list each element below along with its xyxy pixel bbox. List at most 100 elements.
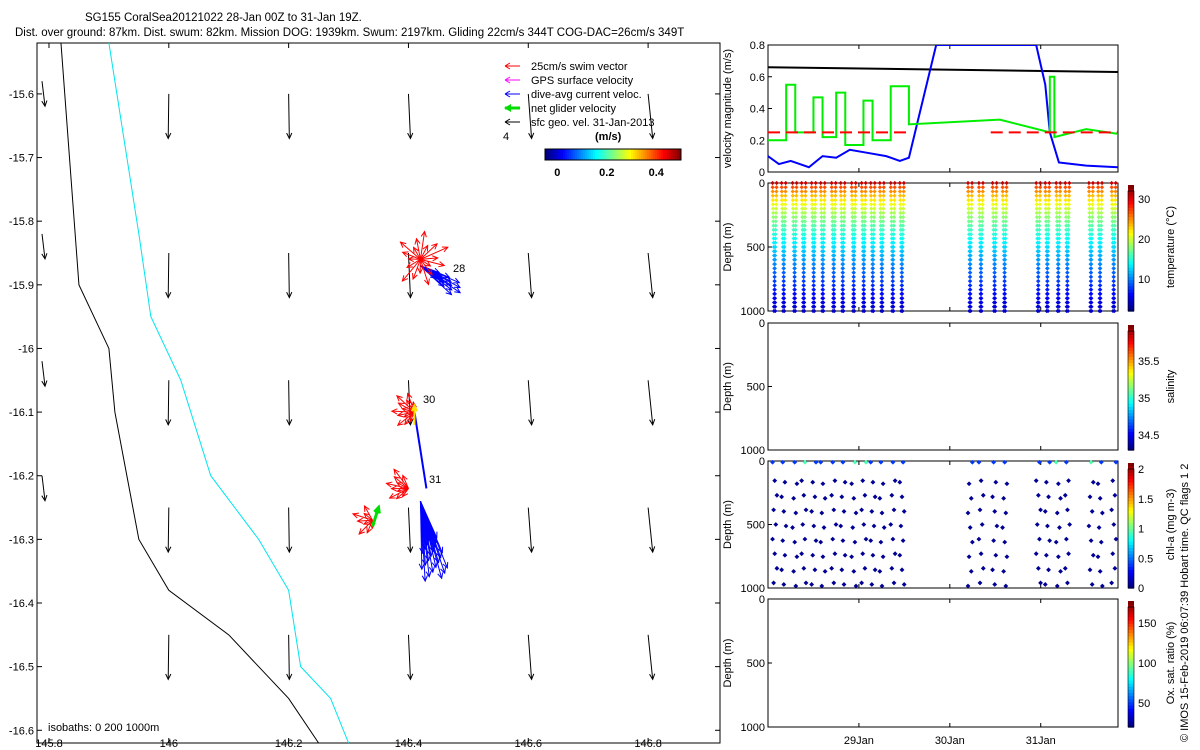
temp-point [877,193,883,198]
temp-point [812,244,817,250]
colorbar-swatch [1128,607,1134,612]
temp-point [818,180,823,186]
temp-point [1064,304,1069,309]
colorbar-swatch [1128,288,1134,293]
day-label-28: 28 [453,263,465,275]
temp-point [992,296,997,301]
temp-point [1037,206,1042,211]
sfc-arrow [527,252,533,298]
chla-point [898,523,904,529]
temp-point [1112,240,1117,245]
chla-point [1042,582,1048,587]
dac-vector-head [437,572,444,580]
temp-point [1113,193,1118,198]
temp-point [1054,180,1059,186]
map-y-tick-label: -16.2 [9,471,34,483]
colorbar-swatch [1128,632,1134,637]
temp-point [967,287,972,292]
temp-point [782,249,787,254]
temp-point [782,227,787,233]
sfc-arrow-coast [41,81,46,107]
temp-point [965,185,971,190]
y-tick-label: 0.8 [750,40,765,52]
colorbar-swatch [1128,197,1134,202]
chla-point [774,492,780,498]
chla-point [841,509,847,514]
colorbar-swatch [1128,635,1134,640]
colorbar-swatch [1128,257,1134,262]
temp-point [967,279,973,284]
swim-vector [389,488,409,499]
temp-point [1036,261,1041,267]
sfc-arrow [647,93,654,139]
temp-point [979,261,984,267]
temp-point [1055,300,1060,305]
temp-point [773,232,778,237]
temp-point [812,223,817,228]
temp-point [1056,266,1061,271]
temp-point [1046,236,1051,241]
temp-point [773,236,778,241]
dac-vector-head [431,561,438,569]
legend-net: net glider velocity [531,103,616,115]
colorbar-tick-label: 0.5 [1138,553,1153,565]
temp-point [868,185,873,190]
colorbar-swatch [643,149,646,160]
temp-point [888,197,894,203]
temp-point [811,300,816,305]
temp-point [841,215,847,220]
temp-point [773,240,778,245]
swim-vector [397,411,415,426]
swim-vector [352,513,373,521]
temp-point [801,274,806,279]
temp-point [862,240,867,245]
colorbar-swatch [1128,651,1134,656]
colorbar-swatch [1128,238,1134,243]
colorbar-swatch [559,149,562,160]
temp-point [850,206,855,211]
sfc-arrow [407,252,411,298]
temp-point [1057,193,1063,198]
temp-point [968,261,973,267]
temp-point [1037,223,1042,228]
temp-point [783,206,788,211]
dac-vector-head [421,559,429,567]
temp-point [791,300,797,305]
temp-point [892,206,897,211]
temp-point [791,223,796,228]
temp-point [853,189,858,194]
dac-vector-head [453,277,461,284]
colorbar-swatch [1128,500,1134,505]
colorbar-swatch [581,149,584,160]
temp-point [861,279,866,284]
chla-point [833,522,839,527]
y-tick-label: 1000 [741,306,765,318]
swim-vector-head [401,275,409,282]
colorbar-swatch [1128,513,1134,517]
temp-point [840,287,845,292]
colorbar-swatch [1128,406,1134,411]
swim-vector [396,395,415,413]
temp-point [838,193,844,198]
temp-point [1002,257,1008,262]
temp-point [799,193,805,198]
temp-point [890,283,895,288]
colorbar-swatch [635,149,638,160]
temp-point [810,223,815,228]
temp-point [771,308,777,314]
temp-point [782,240,787,245]
map-colorbar: (m/s) 0 0.2 0.4 [544,131,682,179]
temp-point [781,274,786,279]
temp-point [833,185,838,190]
temp-point [878,210,883,215]
colorbar-swatch [1128,503,1134,508]
chla-point [877,568,883,574]
sfc-arrow [167,380,170,425]
temp-point [898,197,903,203]
temp-point [849,197,855,203]
chla-point [1099,583,1105,589]
temp-point [878,223,883,228]
temp-point [774,189,779,194]
temp-point [782,253,787,258]
